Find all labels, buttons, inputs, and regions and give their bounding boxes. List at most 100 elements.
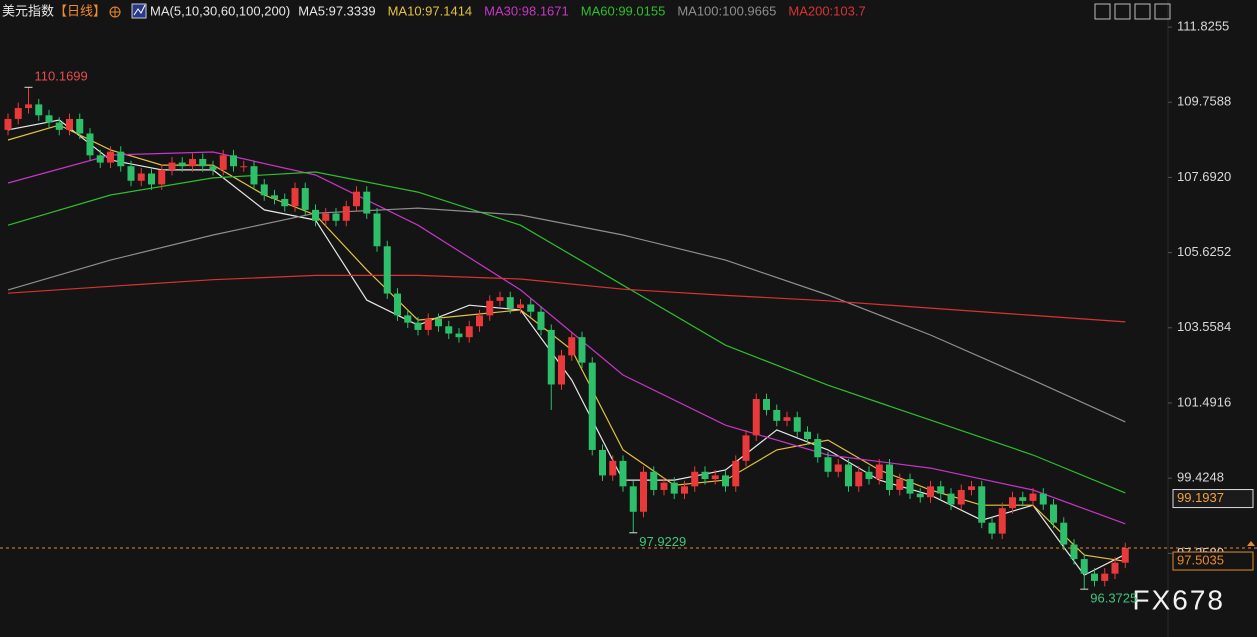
- candle-body: [506, 297, 514, 309]
- candle-body: [783, 417, 791, 421]
- candle-body: [886, 464, 893, 490]
- ma-legend: MA30:98.1671: [484, 3, 569, 18]
- candle-body: [86, 133, 94, 156]
- candle-body: [199, 158, 207, 167]
- candle-body: [1050, 504, 1057, 523]
- toolbar: [1094, 3, 1171, 20]
- candle-body: [1060, 522, 1068, 545]
- candle-body: [588, 362, 596, 450]
- candle-body: [1121, 548, 1129, 563]
- candle-body: [117, 151, 125, 167]
- ma-params: MA(5,10,30,60,100,200): [150, 3, 290, 18]
- candle-body: [66, 118, 73, 130]
- candle-body: [711, 475, 719, 480]
- candle-body: [486, 300, 494, 316]
- candle-body: [35, 104, 43, 116]
- candle-body: [1091, 573, 1098, 581]
- candle-body: [804, 431, 811, 440]
- candle-body: [906, 479, 914, 494]
- price-arrow: [1247, 541, 1255, 547]
- candle-body: [394, 293, 401, 316]
- ma-icon: [133, 4, 146, 16]
- tool-icon[interactable]: [1114, 3, 1131, 20]
- candle-body: [937, 486, 945, 494]
- candle-body: [353, 191, 360, 207]
- candle-body: [137, 173, 145, 181]
- candle-body: [793, 417, 801, 432]
- add-icon: [110, 7, 121, 17]
- candle-body: [250, 166, 258, 185]
- candle-body: [322, 213, 330, 221]
- candle-body: [14, 108, 22, 119]
- candle-body: [978, 486, 986, 523]
- candle-body: [558, 355, 565, 385]
- candle-body: [496, 297, 504, 301]
- candle-body: [701, 471, 709, 480]
- candle-body: [1070, 544, 1078, 560]
- tool-icon[interactable]: [1094, 3, 1111, 20]
- candle-body: [312, 209, 319, 221]
- candle-body: [301, 188, 309, 210]
- candle-body: [670, 482, 678, 494]
- candle-body: [650, 471, 658, 490]
- candle-body: [722, 475, 729, 487]
- candle-body: [455, 333, 463, 338]
- candle-body: [158, 169, 166, 185]
- candle-body: [896, 479, 904, 490]
- candle-body: [76, 118, 84, 134]
- candle-body: [260, 184, 268, 196]
- tool-icon[interactable]: [1134, 3, 1151, 20]
- candle-body: [1111, 562, 1119, 574]
- candle-body: [875, 464, 883, 480]
- period-label: 【日线】: [54, 3, 106, 18]
- candle-body: [148, 173, 155, 185]
- candle-body: [55, 122, 63, 130]
- candle-body: [988, 522, 996, 534]
- candle-body: [435, 319, 442, 327]
- candle-body: [127, 166, 135, 181]
- y-tick-label: 105.6252: [1177, 244, 1231, 259]
- candle-body: [609, 460, 617, 476]
- candle-body: [1080, 559, 1088, 574]
- candle-body: [1101, 573, 1109, 581]
- candle-body: [107, 151, 114, 163]
- candle-body: [578, 337, 586, 363]
- candle-body: [998, 508, 1006, 534]
- candle-body: [96, 155, 104, 163]
- ma-line: [7, 207, 1126, 423]
- candle-body: [517, 304, 524, 309]
- candle-body: [732, 460, 740, 487]
- candle-body: [824, 457, 832, 472]
- candle-body: [383, 246, 391, 294]
- candle-body: [25, 104, 32, 109]
- candle-body: [342, 206, 350, 221]
- candle-body: [178, 162, 186, 167]
- ma-legend: MA10:97.1414: [388, 3, 473, 18]
- candle-body: [957, 489, 965, 505]
- candle-body: [845, 464, 852, 487]
- low-label: 96.3725: [1090, 591, 1137, 606]
- candle-body: [332, 213, 340, 221]
- candle-body: [230, 155, 237, 167]
- candle-body: [537, 311, 545, 330]
- candle-body: [168, 162, 176, 170]
- candle-body: [45, 115, 53, 123]
- candle-body: [291, 188, 299, 207]
- candle-body: [660, 482, 668, 490]
- candle-body: [742, 435, 750, 461]
- y-tick-label: 101.4916: [1177, 394, 1231, 409]
- candle-body: [629, 486, 637, 512]
- tool-icon[interactable]: [1154, 3, 1171, 20]
- candle-body: [599, 449, 606, 476]
- marker-box: [1172, 489, 1254, 509]
- candle-body: [568, 337, 576, 356]
- candle-body: [968, 486, 975, 490]
- marker-label: 99.1937: [1177, 490, 1224, 505]
- candle-body: [414, 322, 422, 330]
- ma-line: [7, 274, 1126, 323]
- high-label: 110.1699: [35, 69, 88, 84]
- candle-body: [691, 471, 699, 487]
- ma-legend: MA60:99.0155: [581, 3, 666, 18]
